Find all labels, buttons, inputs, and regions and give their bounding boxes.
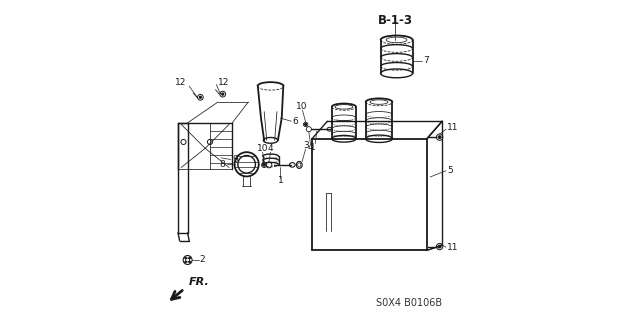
Circle shape xyxy=(221,93,223,95)
Circle shape xyxy=(305,123,307,125)
Circle shape xyxy=(189,261,190,263)
Text: 11: 11 xyxy=(447,243,458,252)
Text: 8: 8 xyxy=(220,160,225,169)
Circle shape xyxy=(438,245,441,248)
Text: 5: 5 xyxy=(447,166,452,175)
Circle shape xyxy=(438,136,441,138)
Text: 11: 11 xyxy=(447,123,458,132)
Text: 3: 3 xyxy=(303,141,309,150)
Circle shape xyxy=(263,164,265,166)
Text: 10: 10 xyxy=(296,102,308,111)
Text: B-1-3: B-1-3 xyxy=(378,14,412,27)
Circle shape xyxy=(200,96,202,98)
Text: FR.: FR. xyxy=(189,277,210,287)
Circle shape xyxy=(185,261,186,263)
Text: 7: 7 xyxy=(423,56,429,65)
Text: 1: 1 xyxy=(310,143,316,152)
Text: 12: 12 xyxy=(218,78,229,87)
Text: 6: 6 xyxy=(292,117,298,126)
Text: 1: 1 xyxy=(278,176,284,185)
Text: 10: 10 xyxy=(257,145,268,153)
Circle shape xyxy=(185,257,186,259)
Circle shape xyxy=(189,257,190,259)
Text: 2: 2 xyxy=(200,256,205,264)
Text: 4: 4 xyxy=(268,145,274,153)
Text: 4: 4 xyxy=(308,143,314,152)
Text: 12: 12 xyxy=(175,78,186,87)
Text: 9: 9 xyxy=(232,155,238,164)
Text: S0X4 B0106B: S0X4 B0106B xyxy=(376,298,442,308)
